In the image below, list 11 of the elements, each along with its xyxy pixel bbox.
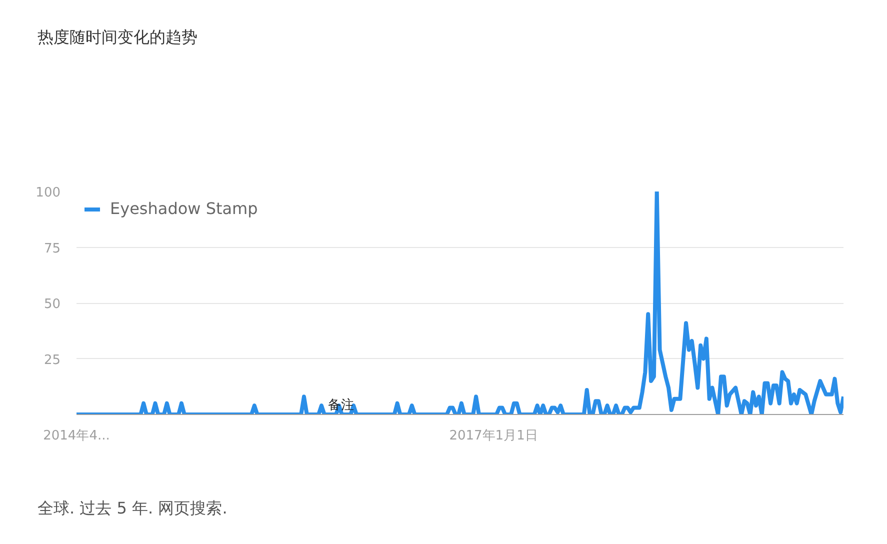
chart-title: 热度随时间变化的趋势: [38, 28, 198, 46]
y-tick-label: 25: [44, 352, 61, 368]
y-tick-label: 100: [36, 186, 61, 200]
legend-label: Eyeshadow Stamp: [110, 199, 258, 218]
annotation: 备注: [328, 398, 354, 414]
text: 全球. 过去 5 年. 网页搜索.: [38, 498, 228, 518]
x-tick-label: 2014年4...: [43, 428, 110, 444]
line-series: [76, 192, 844, 414]
y-tick-label: 50: [44, 297, 61, 312]
x-tick-label: 2017年1月1日: [449, 428, 538, 444]
y-tick-label: 75: [44, 241, 61, 256]
